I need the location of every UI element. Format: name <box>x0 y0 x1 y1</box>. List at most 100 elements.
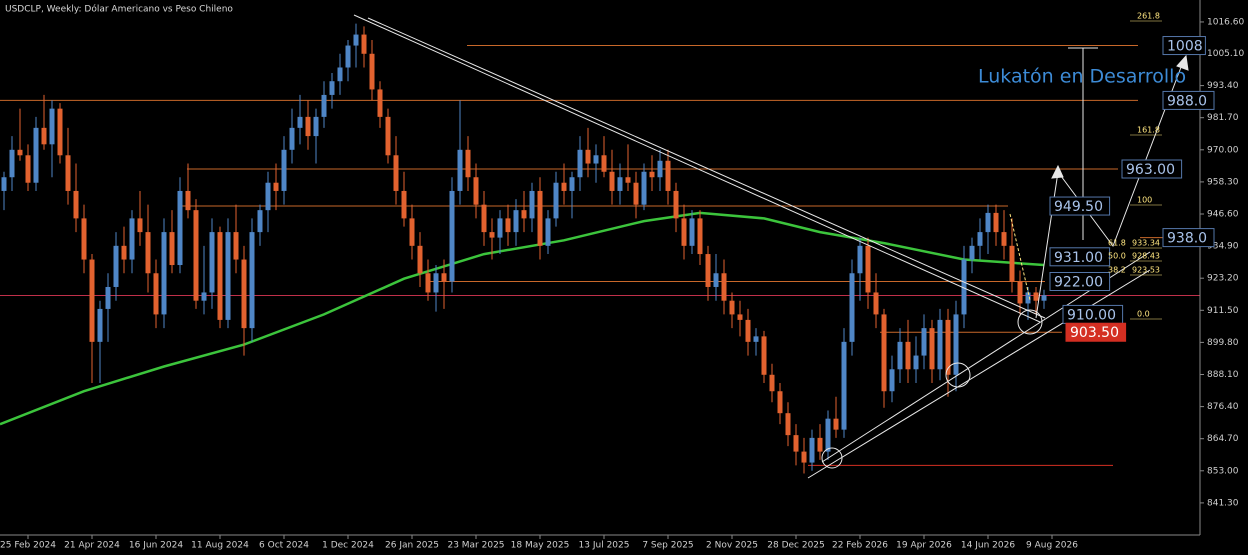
y-tick-label: 911.50 <box>1207 306 1239 316</box>
candle-body <box>465 149 471 178</box>
candle-body <box>89 259 95 342</box>
x-tick-label: 1 Dec 2024 <box>322 541 374 551</box>
candle-body <box>697 218 703 255</box>
level-label: 988.0 <box>1167 93 1207 109</box>
y-tick-label: 888.10 <box>1207 370 1239 380</box>
candle-body <box>329 81 335 95</box>
candle-body <box>545 218 551 246</box>
candle-body <box>1001 232 1007 246</box>
candle-body <box>385 116 391 156</box>
level-label: 931.00 <box>1054 250 1103 266</box>
candle-body <box>985 212 991 233</box>
level-box <box>1065 322 1127 342</box>
candle-body <box>289 127 295 150</box>
level-box <box>1049 271 1111 291</box>
candle-body <box>65 155 71 191</box>
x-tick-label: 13 Jul 2025 <box>579 541 630 551</box>
candle-body <box>857 245 863 274</box>
candle-body <box>969 245 975 260</box>
y-tick-label: 946.60 <box>1207 210 1239 220</box>
candle-body <box>233 232 239 260</box>
y-tick-label: 970.00 <box>1207 145 1239 155</box>
candle-body <box>633 182 639 205</box>
fib-price: 928.43 <box>1132 252 1160 261</box>
trendline <box>367 17 1046 319</box>
candle-body <box>121 245 127 260</box>
candle-body <box>369 53 375 90</box>
candle-body <box>441 273 447 282</box>
candle-body <box>305 116 311 137</box>
candle-body <box>849 273 855 342</box>
candle-body <box>153 273 159 315</box>
y-tick-label: 934.90 <box>1207 242 1239 252</box>
candle-body <box>601 155 607 172</box>
x-tick-label: 7 Sep 2025 <box>642 541 693 551</box>
y-tick-label: 923.20 <box>1207 274 1239 284</box>
level-label: 903.50 <box>1070 325 1119 341</box>
moving-average <box>0 211 1045 426</box>
candle-body <box>705 254 711 287</box>
marker-circle <box>1017 309 1043 335</box>
y-tick-label: 993.40 <box>1207 81 1239 91</box>
x-tick-label: 9 Aug 2026 <box>1026 541 1078 551</box>
candle-body <box>721 273 727 301</box>
candle-body <box>393 155 399 191</box>
candle-body <box>625 177 631 183</box>
fib-level: 50.0 <box>1108 252 1126 261</box>
candle-body <box>745 319 751 342</box>
candle-body <box>481 204 487 233</box>
candle-body <box>81 218 87 260</box>
candle-body <box>265 182 271 211</box>
candle-body <box>681 218 687 246</box>
level-box <box>1049 196 1111 216</box>
candle-body <box>825 418 831 452</box>
candle-body <box>537 190 543 246</box>
candle-body <box>841 341 847 430</box>
fib-price: 933.34 <box>1132 239 1160 248</box>
candle-body <box>801 451 807 463</box>
fib-level: 100 <box>1137 196 1152 205</box>
candle-body <box>569 177 575 191</box>
candle-body <box>977 232 983 246</box>
trendline <box>353 14 1041 323</box>
candle-body <box>913 355 919 370</box>
candle-body <box>105 286 111 309</box>
candle-body <box>49 108 55 145</box>
x-tick-label: 23 Mar 2025 <box>447 541 504 551</box>
fib-level: 261.8 <box>1137 12 1160 21</box>
level-box <box>1049 247 1111 267</box>
candle-body <box>1 177 7 191</box>
candle-body <box>769 374 775 392</box>
arrow-head <box>1051 164 1064 179</box>
x-tick-label: 14 Jun 2026 <box>961 541 1015 551</box>
fib-level: 161.8 <box>1137 126 1160 135</box>
candle-body <box>937 319 943 370</box>
candle-body <box>865 245 871 293</box>
candle-body <box>137 218 143 233</box>
candle-body <box>257 210 263 233</box>
candle-body <box>297 116 303 128</box>
y-tick-label: 981.70 <box>1207 113 1239 123</box>
candle-body <box>321 94 327 117</box>
candle-body <box>1033 292 1039 301</box>
candle-body <box>401 190 407 219</box>
candle-body <box>9 149 15 178</box>
candle-body <box>561 182 567 191</box>
candle-body <box>57 108 63 156</box>
candle-body <box>609 171 615 191</box>
candle-body <box>145 232 151 274</box>
level-box <box>1162 36 1206 56</box>
candle-body <box>833 418 839 430</box>
candle-body <box>505 218 511 233</box>
marker-circle <box>945 362 971 388</box>
level-box <box>1162 90 1215 110</box>
x-tick-label: 22 Feb 2026 <box>832 541 888 551</box>
x-tick-label: 25 Feb 2024 <box>0 541 56 551</box>
candle-body <box>961 259 967 315</box>
candle-body <box>177 190 183 266</box>
candle-body <box>281 149 287 191</box>
candle-body <box>897 341 903 370</box>
candle-body <box>753 336 759 342</box>
